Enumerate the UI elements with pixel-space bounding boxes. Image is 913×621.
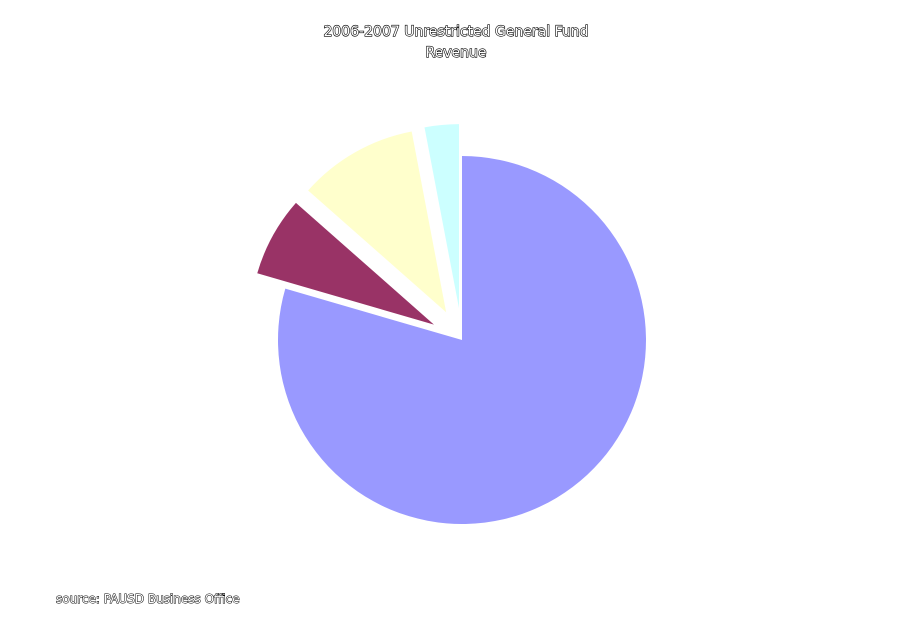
chart-subtitle: Revenue xyxy=(426,45,487,61)
source-note: source: PAUSD Business Office xyxy=(56,592,240,606)
pie-slices xyxy=(257,124,646,524)
pie-slice-1 xyxy=(278,156,646,524)
pie-slice-4 xyxy=(424,124,459,309)
chart-title: 2006-2007 Unrestricted General Fund xyxy=(323,24,588,40)
pie-slice-3 xyxy=(308,131,447,313)
pie-slice-2 xyxy=(257,202,434,325)
